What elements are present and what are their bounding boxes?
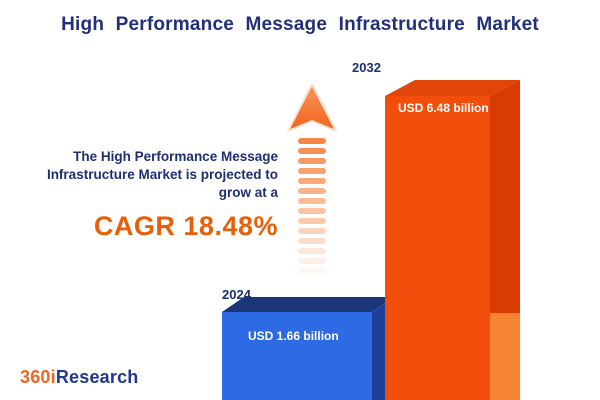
bar-2024-top bbox=[222, 297, 394, 312]
description-block: The High Performance Message Infrastruct… bbox=[6, 148, 278, 245]
bar-2032-front bbox=[385, 96, 490, 400]
arrow-tail-stripes bbox=[298, 138, 326, 274]
bar-2024-front bbox=[222, 312, 372, 400]
brand-logo: 360iResearch bbox=[20, 367, 139, 388]
description-line: The High Performance Message bbox=[73, 149, 278, 164]
bar-2032-side-upper bbox=[490, 80, 520, 313]
arrow-head bbox=[287, 83, 337, 132]
description-line: Infrastructure Market is projected to bbox=[46, 166, 278, 182]
description-line: grow at a bbox=[218, 184, 278, 200]
growth-arrow-icon bbox=[287, 83, 337, 274]
bar-year-label-2024: 2024 bbox=[222, 287, 251, 302]
bar-value-label-2024: USD 1.66 billion bbox=[248, 329, 339, 343]
cagr-value: CAGR 18.48% bbox=[93, 211, 278, 242]
page-title: High Performance Message Infrastructure … bbox=[61, 14, 539, 35]
bar-year-label-2032: 2032 bbox=[352, 60, 381, 75]
brand-logo-research: Research bbox=[55, 367, 139, 387]
bar-2032-top bbox=[385, 80, 520, 96]
bar-2032-side-lower bbox=[490, 313, 520, 400]
brand-logo-360i: 360i bbox=[20, 367, 56, 387]
bar-value-label-2032: USD 6.48 billion bbox=[398, 101, 489, 115]
